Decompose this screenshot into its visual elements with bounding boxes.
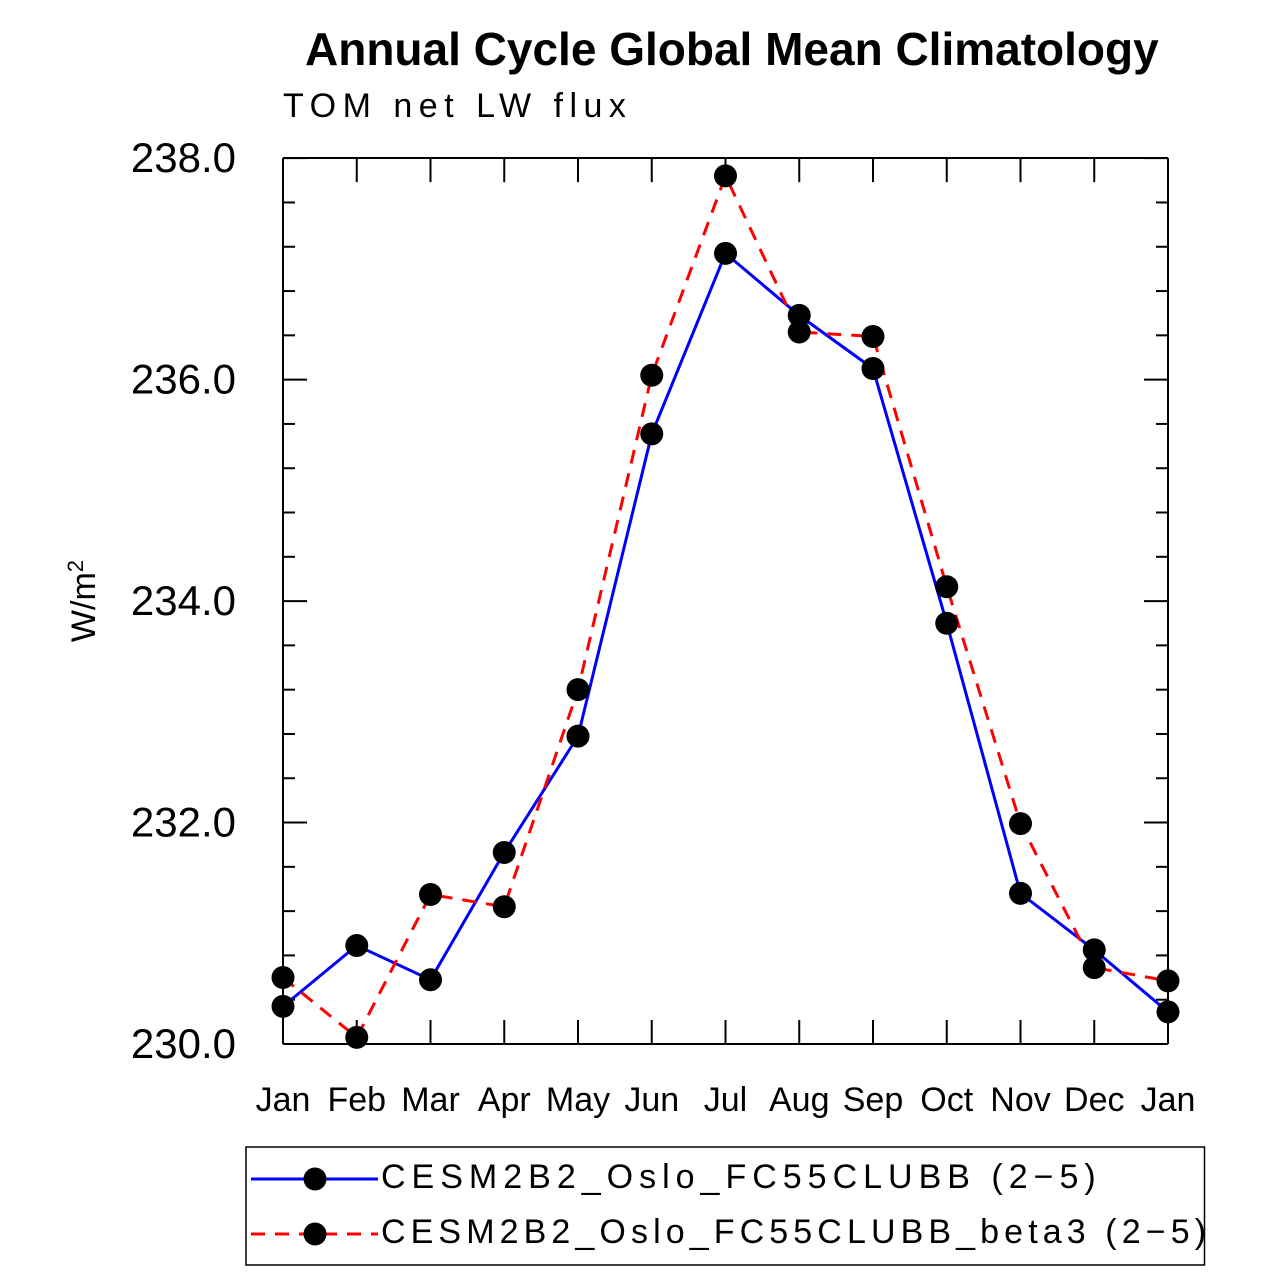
- svg-text:TOM net LW flux: TOM net LW flux: [283, 87, 632, 125]
- svg-text:Feb: Feb: [327, 1081, 386, 1119]
- svg-text:Jan: Jan: [1141, 1081, 1196, 1119]
- svg-text:CESM2B2_Oslo_FC55CLUBB (2−5): CESM2B2_Oslo_FC55CLUBB (2−5): [381, 1158, 1102, 1196]
- svg-text:Sep: Sep: [843, 1081, 904, 1119]
- svg-text:Jun: Jun: [624, 1081, 679, 1119]
- svg-text:May: May: [546, 1081, 610, 1119]
- svg-text:Mar: Mar: [401, 1081, 460, 1119]
- svg-text:236.0: 236.0: [131, 356, 236, 403]
- svg-text:238.0: 238.0: [131, 134, 236, 181]
- svg-text:Aug: Aug: [769, 1081, 830, 1119]
- svg-text:Jul: Jul: [704, 1081, 747, 1119]
- svg-text:232.0: 232.0: [131, 799, 236, 846]
- svg-text:Apr: Apr: [478, 1081, 531, 1119]
- svg-text:CESM2B2_Oslo_FC55CLUBB_beta3 (: CESM2B2_Oslo_FC55CLUBB_beta3 (2−5): [381, 1213, 1211, 1251]
- svg-text:230.0: 230.0: [131, 1020, 236, 1067]
- svg-text:234.0: 234.0: [131, 577, 236, 624]
- svg-text:Dec: Dec: [1064, 1081, 1124, 1119]
- svg-text:Annual Cycle Global Mean Clima: Annual Cycle Global Mean Climatology: [305, 23, 1159, 75]
- svg-text:W/m2: W/m2: [63, 560, 104, 642]
- svg-text:Nov: Nov: [990, 1081, 1050, 1119]
- svg-text:Jan: Jan: [256, 1081, 311, 1119]
- svg-text:Oct: Oct: [920, 1081, 973, 1119]
